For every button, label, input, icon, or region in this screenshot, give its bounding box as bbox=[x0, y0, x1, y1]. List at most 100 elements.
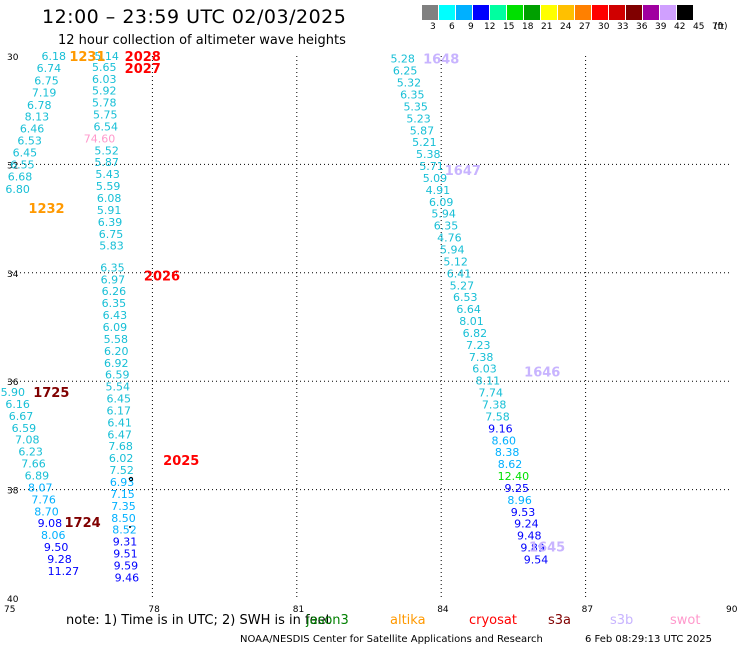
wave-height-value: 11.27 bbox=[48, 565, 80, 578]
scale-label: 3 bbox=[430, 22, 436, 32]
scale-swatch bbox=[592, 5, 609, 20]
wave-height-value: 6.93 bbox=[110, 476, 135, 489]
footnote-text: note: 1) Time is in UTC; 2) SWH is in fe… bbox=[66, 613, 331, 628]
wave-height-value: 74.60 bbox=[84, 132, 116, 145]
wave-height-value: 8.70 bbox=[34, 505, 59, 518]
observation-layer: 6.18 5.14 6.74 5.65 6.75 6.03 7.19 5.92 6.78 5.78… bbox=[1, 50, 549, 584]
wave-height-value: 7.38 bbox=[482, 399, 507, 412]
scale-label: 33 bbox=[617, 22, 629, 32]
wave-height-value: 5.71 bbox=[419, 160, 444, 173]
wave-height-value: 9.28 bbox=[47, 553, 72, 566]
lat-tick-label: 40 bbox=[7, 595, 19, 605]
pass-time-label: 1231 bbox=[69, 50, 105, 65]
lon-tick-label: 75 bbox=[4, 605, 15, 615]
wave-height-value: 12.40 bbox=[498, 470, 530, 483]
lon-tick-label: 84 bbox=[437, 605, 449, 615]
wave-height-value: 6.78 bbox=[27, 99, 52, 112]
scale-label: 39 bbox=[655, 22, 667, 32]
wave-height-value: 8.50 bbox=[111, 512, 136, 525]
wave-height-value: 9.08 bbox=[38, 517, 63, 530]
wave-height-value: 6.54 bbox=[93, 120, 118, 133]
wave-height-value: 6.25 bbox=[393, 65, 418, 78]
wave-height-value: 6.59 bbox=[105, 369, 130, 382]
wave-height-value: 6.02 bbox=[109, 452, 134, 465]
wave-height-value: 6.35 bbox=[102, 297, 127, 310]
scale-swatch bbox=[558, 5, 575, 20]
wave-height-value: 5.90 bbox=[1, 386, 26, 399]
lon-tick-label: 78 bbox=[148, 605, 160, 615]
pass-time-label: 2026 bbox=[144, 270, 180, 285]
wave-height-value: 9.48 bbox=[517, 530, 542, 543]
color-scale bbox=[422, 5, 694, 20]
wave-height-value: 9.24 bbox=[514, 518, 539, 531]
wave-height-value: 6.59 bbox=[12, 422, 37, 435]
wave-height-value: 6.47 bbox=[107, 428, 132, 441]
pass-time-label: 1648 bbox=[423, 53, 459, 68]
wave-height-value: 5.92 bbox=[92, 85, 117, 98]
wave-height-value: 6.08 bbox=[97, 192, 122, 205]
pass-time-label: 1646 bbox=[524, 365, 560, 380]
wave-height-value: 6.74 bbox=[37, 62, 62, 75]
wave-height-value: 6.53 bbox=[17, 135, 42, 148]
wave-height-value: 9.50 bbox=[44, 541, 69, 554]
wave-height-value: 6.80 bbox=[5, 183, 30, 196]
wave-height-value: 6.89 bbox=[25, 470, 50, 483]
wave-height-value: 9.46 bbox=[115, 571, 140, 584]
scale-swatch bbox=[473, 5, 490, 20]
wave-height-value: 6.09 bbox=[429, 196, 454, 209]
wave-height-value: 7.76 bbox=[31, 493, 56, 506]
scale-swatch bbox=[507, 5, 524, 20]
wave-height-value: 6.97 bbox=[101, 273, 126, 286]
wave-height-value: 8.13 bbox=[25, 111, 50, 124]
wave-height-value: 5.75 bbox=[93, 109, 118, 122]
pass-time-label: 2028 bbox=[125, 50, 161, 65]
scale-label: 21 bbox=[541, 22, 553, 32]
wave-height-value: 7.58 bbox=[485, 410, 510, 423]
pass-time-label: 2027 bbox=[125, 62, 161, 77]
wave-height-value: 8.01 bbox=[459, 315, 484, 328]
scale-swatch bbox=[609, 5, 626, 20]
wave-height-value: 6.64 bbox=[456, 303, 481, 316]
scale-label: 15 bbox=[503, 22, 515, 32]
scale-label: 42 bbox=[674, 22, 686, 32]
pass-time-label: 1232 bbox=[28, 202, 64, 217]
scale-swatch bbox=[677, 5, 694, 20]
wave-height-value: 6.03 bbox=[92, 73, 117, 86]
wave-height-value: 5.54 bbox=[105, 381, 130, 394]
scale-label: 45 bbox=[693, 22, 705, 32]
wave-height-value: 6.75 bbox=[99, 228, 124, 241]
scale-label: 12 bbox=[484, 22, 496, 32]
wave-height-value: 6.26 bbox=[102, 285, 127, 298]
island-markers bbox=[128, 476, 134, 528]
wave-height-value: 5.58 bbox=[104, 333, 129, 346]
axis-ticks: 75 78 81 84 87 90 30 32 34 36 38 40 bbox=[4, 53, 738, 615]
wave-height-value: 7.35 bbox=[111, 500, 136, 513]
wave-height-value: 5.32 bbox=[397, 77, 422, 90]
lat-tick-label: 32 bbox=[7, 161, 18, 171]
wave-height-value: 6.53 bbox=[453, 291, 478, 304]
wave-height-value: 5.14 bbox=[94, 50, 119, 63]
pass-time-label: 1645 bbox=[529, 541, 565, 556]
wave-height-value: 5.87 bbox=[410, 124, 435, 137]
wave-height-value: 5.27 bbox=[450, 279, 475, 292]
scale-swatch bbox=[422, 5, 439, 20]
scale-swatch bbox=[660, 5, 677, 20]
wave-height-value: 6.23 bbox=[18, 446, 43, 459]
satellite-s3b: s3b bbox=[610, 613, 634, 628]
wave-height-value: 7.52 bbox=[109, 464, 134, 477]
satellite-cryosat: cryosat bbox=[469, 613, 517, 628]
wave-height-value: 6.18 bbox=[41, 50, 66, 63]
lat-tick-label: 38 bbox=[7, 487, 19, 497]
wave-height-value: 5.94 bbox=[431, 208, 456, 221]
scale-label: 36 bbox=[636, 22, 648, 32]
lon-tick-label: 90 bbox=[726, 605, 738, 615]
wave-height-value: 7.66 bbox=[21, 458, 46, 471]
scale-swatch bbox=[575, 5, 592, 20]
wave-height-value: 5.21 bbox=[412, 136, 437, 149]
wave-height-value: 5.09 bbox=[423, 172, 448, 185]
wave-height-value: 7.38 bbox=[469, 351, 494, 364]
scale-label: 70 bbox=[712, 22, 724, 32]
satellite-altika: altika bbox=[390, 613, 426, 628]
map-grid bbox=[8, 56, 730, 598]
